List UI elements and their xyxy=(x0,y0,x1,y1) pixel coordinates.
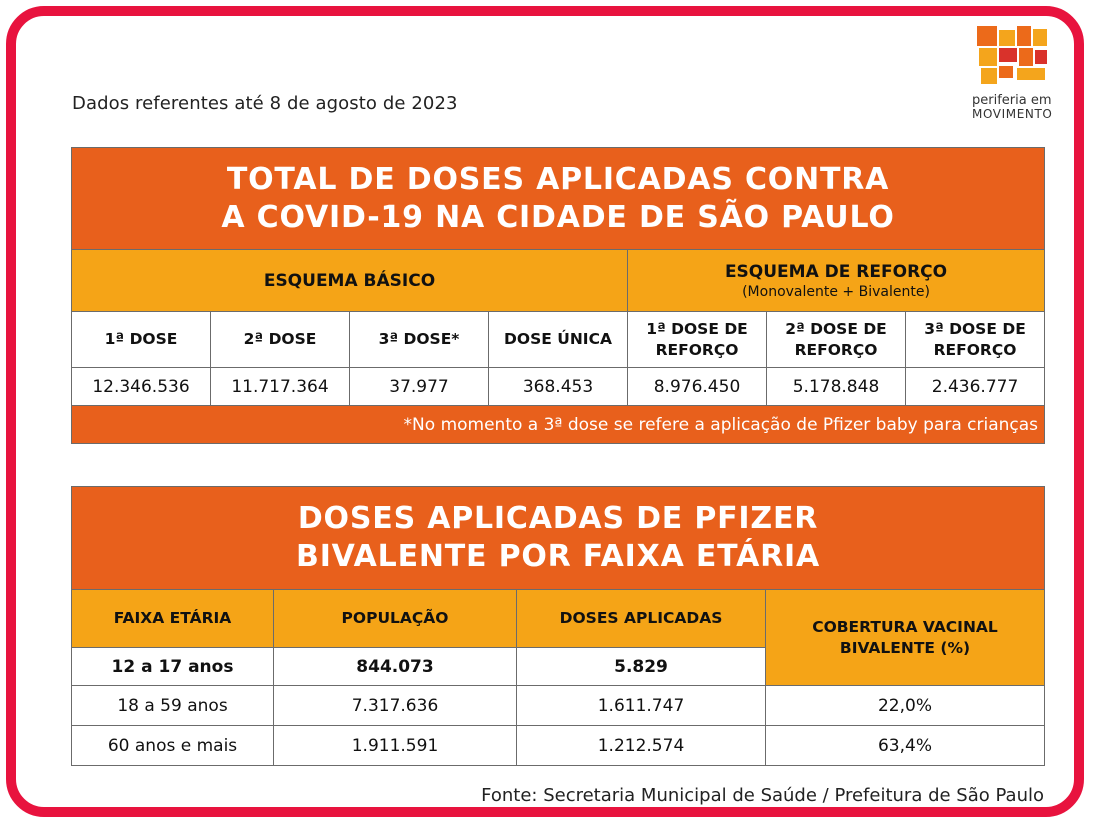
logo: periferia em MOVIMENTO xyxy=(972,26,1056,121)
logo-text-line2: MOVIMENTO xyxy=(972,107,1053,121)
population-cell: 7.317.636 xyxy=(273,685,517,726)
col-header-dose3: 3ª DOSE* xyxy=(349,311,489,368)
population-cell: 1.911.591 xyxy=(273,725,517,766)
value-booster1: 8.976.450 xyxy=(627,367,767,406)
table1-title: TOTAL DE DOSES APLICADAS CONTRA A COVID-… xyxy=(70,147,1046,250)
value-dose3: 37.977 xyxy=(349,367,489,406)
group-booster-label: ESQUEMA DE REFORÇO xyxy=(724,261,948,282)
age-group-cell: 12 a 17 anos xyxy=(71,647,274,686)
value-booster2: 5.178.848 xyxy=(766,367,906,406)
col-header-booster3: 3ª DOSE DE REFORÇO xyxy=(904,311,1046,368)
population-cell: 844.073 xyxy=(273,647,517,686)
col-header-dose2: 2ª DOSE xyxy=(210,311,350,368)
value-dose2: 11.717.364 xyxy=(210,367,350,406)
table-row: 60 anos e mais 1.911.591 1.212.574 63,4% xyxy=(71,725,1045,766)
coverage-cell: 22,0% xyxy=(765,685,1045,726)
age-group-cell: 18 a 59 anos xyxy=(71,685,274,726)
date-note: Dados referentes até 8 de agosto de 2023 xyxy=(72,93,458,114)
doses-cell: 5.829 xyxy=(516,647,766,686)
group-booster-header: ESQUEMA DE REFORÇO (Monovalente + Bivale… xyxy=(626,249,1046,312)
col-header-booster2: 2ª DOSE DE REFORÇO xyxy=(766,311,906,368)
col-header-age-group: FAIXA ETÁRIA xyxy=(71,589,274,648)
table2-title: DOSES APLICADAS DE PFIZER BIVALENTE POR … xyxy=(71,486,1045,590)
group-basic-header: ESQUEMA BÁSICO xyxy=(71,249,628,312)
col-header-booster1: 1ª DOSE DE REFORÇO xyxy=(627,311,767,368)
table-row: 12 a 17 anos 844.073 5.829 xyxy=(71,647,1045,686)
logo-mark-icon xyxy=(977,26,1047,90)
col-header-doses-applied: DOSES APLICADAS xyxy=(516,589,766,648)
pfizer-bivalent-table: DOSES APLICADAS DE PFIZER BIVALENTE POR … xyxy=(71,486,1045,766)
table2-title-line2: BIVALENTE POR FAIXA ETÁRIA xyxy=(296,539,820,574)
doses-cell: 1.611.747 xyxy=(516,685,766,726)
table2-title-line1: DOSES APLICADAS DE PFIZER xyxy=(297,501,819,536)
age-group-cell: 60 anos e mais xyxy=(71,725,274,766)
doses-cell: 1.212.574 xyxy=(516,725,766,766)
value-dose1: 12.346.536 xyxy=(71,367,211,406)
col-header-single-dose: DOSE ÚNICA xyxy=(488,311,628,368)
table1-title-line2: A COVID-19 NA CIDADE DE SÃO PAULO xyxy=(221,199,895,235)
logo-text-line1: periferia em xyxy=(972,93,1052,108)
value-single-dose: 368.453 xyxy=(488,367,628,406)
table-row: 18 a 59 anos 7.317.636 1.611.747 22,0% xyxy=(71,685,1045,726)
col-header-dose1: 1ª DOSE xyxy=(71,311,211,368)
value-booster3: 2.436.777 xyxy=(904,367,1046,406)
table1-footnote: *No momento a 3ª dose se refere a aplica… xyxy=(70,405,1046,444)
source-note: Fonte: Secretaria Municipal de Saúde / P… xyxy=(481,785,1044,806)
total-doses-table: TOTAL DE DOSES APLICADAS CONTRA A COVID-… xyxy=(70,147,1046,444)
col-header-coverage: COBERTURA VACINAL BIVALENTE (%) xyxy=(765,589,1045,686)
coverage-cell: 63,4% xyxy=(765,725,1045,766)
group-booster-sublabel: (Monovalente + Bivalente) xyxy=(742,283,930,300)
col-header-population: POPULAÇÃO xyxy=(273,589,517,648)
table1-title-line1: TOTAL DE DOSES APLICADAS CONTRA xyxy=(226,161,890,197)
